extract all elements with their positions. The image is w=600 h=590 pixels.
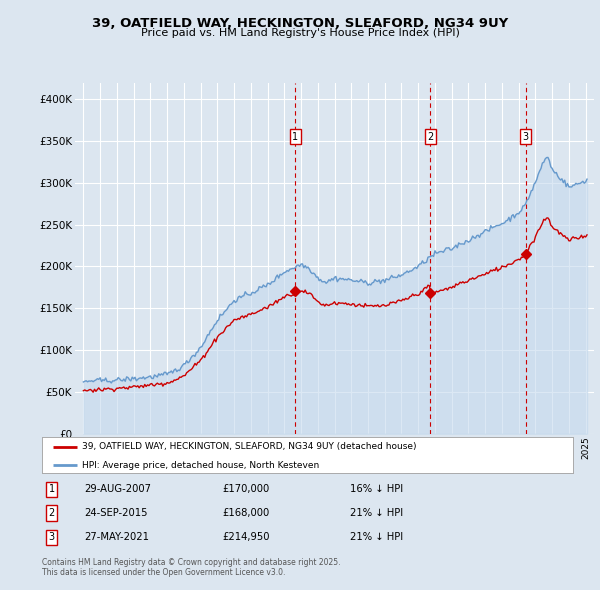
- Text: Price paid vs. HM Land Registry's House Price Index (HPI): Price paid vs. HM Land Registry's House …: [140, 28, 460, 38]
- Text: HPI: Average price, detached house, North Kesteven: HPI: Average price, detached house, Nort…: [82, 461, 319, 470]
- Text: 3: 3: [523, 132, 529, 142]
- Text: 1: 1: [49, 484, 55, 494]
- Text: 39, OATFIELD WAY, HECKINGTON, SLEAFORD, NG34 9UY (detached house): 39, OATFIELD WAY, HECKINGTON, SLEAFORD, …: [82, 442, 416, 451]
- Text: 16% ↓ HPI: 16% ↓ HPI: [350, 484, 403, 494]
- Text: 1: 1: [292, 132, 298, 142]
- Text: £214,950: £214,950: [223, 532, 270, 542]
- Text: 2: 2: [49, 508, 55, 518]
- Text: Contains HM Land Registry data © Crown copyright and database right 2025.
This d: Contains HM Land Registry data © Crown c…: [42, 558, 341, 577]
- Text: 21% ↓ HPI: 21% ↓ HPI: [350, 508, 403, 518]
- Text: 21% ↓ HPI: 21% ↓ HPI: [350, 532, 403, 542]
- Text: 27-MAY-2021: 27-MAY-2021: [85, 532, 149, 542]
- Text: 29-AUG-2007: 29-AUG-2007: [85, 484, 151, 494]
- Text: 3: 3: [49, 532, 55, 542]
- Text: £170,000: £170,000: [223, 484, 270, 494]
- Text: 39, OATFIELD WAY, HECKINGTON, SLEAFORD, NG34 9UY: 39, OATFIELD WAY, HECKINGTON, SLEAFORD, …: [92, 17, 508, 30]
- Text: 24-SEP-2015: 24-SEP-2015: [85, 508, 148, 518]
- Text: 2: 2: [427, 132, 434, 142]
- Text: £168,000: £168,000: [223, 508, 270, 518]
